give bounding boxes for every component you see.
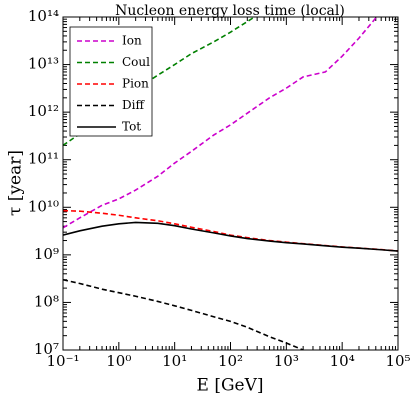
x-tick-label: 10³ bbox=[274, 352, 299, 370]
x-tick-label: 10¹ bbox=[162, 352, 187, 370]
series bbox=[63, 278, 306, 350]
y-tick-label: 10¹² bbox=[28, 102, 59, 120]
x-tick-label: 10⁻¹ bbox=[46, 352, 79, 370]
y-tick-label: 10¹⁴ bbox=[28, 7, 59, 25]
legend-label: Diff bbox=[122, 98, 145, 112]
y-tick-label: 10¹¹ bbox=[28, 150, 59, 168]
series bbox=[63, 209, 398, 252]
y-tick-label: 10¹³ bbox=[28, 55, 59, 73]
y-axis-label: τ [year] bbox=[6, 150, 26, 216]
series bbox=[63, 17, 256, 147]
legend-label: Coul bbox=[122, 55, 150, 69]
line bbox=[63, 17, 378, 229]
legend-box bbox=[69, 26, 153, 137]
x-axis-label: E [GeV] bbox=[197, 376, 264, 396]
legend-label: Tot bbox=[122, 120, 141, 134]
series bbox=[63, 17, 378, 229]
line bbox=[63, 221, 398, 252]
chart-title: Nucleon energy loss time (local) bbox=[115, 3, 345, 19]
y-tick-label: 10⁷ bbox=[34, 340, 59, 358]
y-tick-label: 10⁹ bbox=[34, 245, 59, 263]
x-tick-label: 10⁵ bbox=[385, 352, 410, 370]
x-tick-label: 10⁴ bbox=[330, 352, 355, 370]
series bbox=[63, 221, 398, 252]
legend-label: Ion bbox=[122, 34, 142, 48]
plot-frame bbox=[62, 16, 399, 351]
legend-label: Pion bbox=[122, 77, 149, 91]
x-tick-label: 10² bbox=[218, 352, 243, 370]
line bbox=[63, 17, 256, 147]
line bbox=[63, 278, 306, 350]
y-tick-label: 10¹⁰ bbox=[28, 197, 59, 215]
x-tick-label: 10⁰ bbox=[106, 352, 131, 370]
y-tick-label: 10⁸ bbox=[34, 292, 59, 310]
line bbox=[63, 209, 398, 252]
